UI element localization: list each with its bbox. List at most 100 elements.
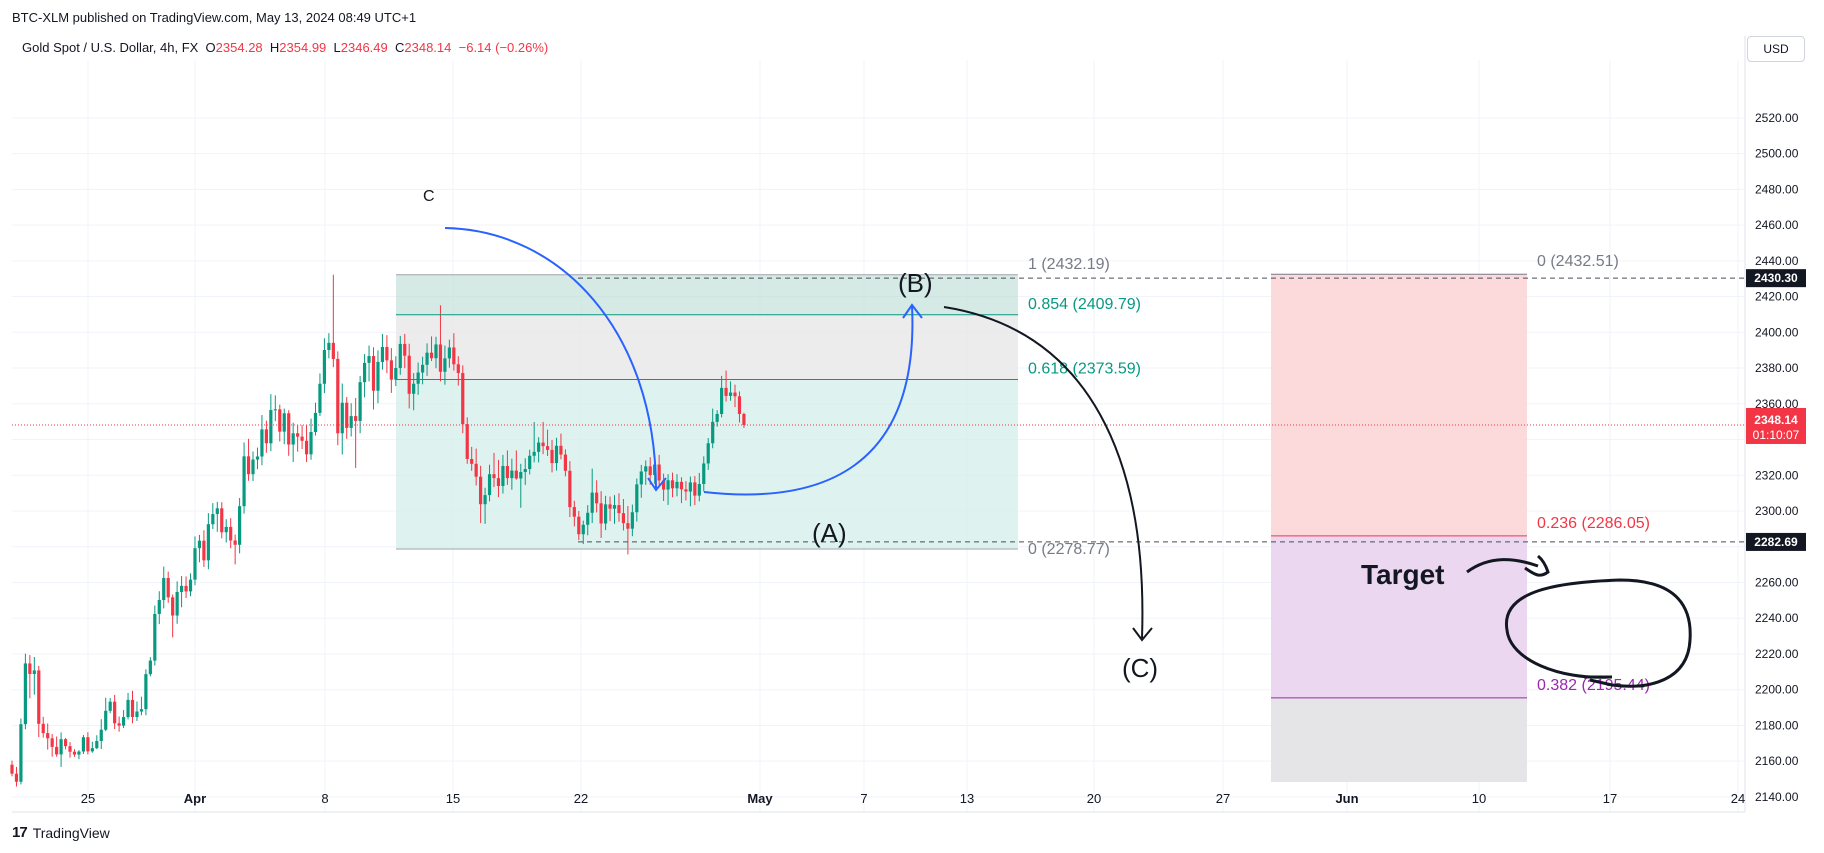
candle [229,518,233,549]
candle [385,335,389,374]
candle [603,495,608,531]
candle [528,449,532,475]
candle [559,433,563,460]
candle-body [554,445,559,464]
candle-body [23,663,27,725]
candle-body [492,474,496,479]
wave-label-c: C [423,188,435,205]
candle [171,594,175,638]
candle [742,412,746,428]
candle-body [72,751,77,755]
blue-arrow-up-curve [703,304,914,496]
candle [309,418,313,460]
candle-body [648,466,652,476]
candle [474,448,478,486]
candle [523,458,527,485]
candle-body [273,409,277,411]
candle-body [425,352,429,365]
candle [193,536,197,586]
currency-button[interactable]: USD [1747,36,1805,62]
candle-body [523,469,527,473]
candle [340,383,344,455]
time-tick-label: Apr [184,791,206,806]
candle [492,452,496,488]
price-marker [1746,532,1806,551]
candle [130,690,135,724]
candle-body [461,373,465,425]
candle-body [720,387,724,414]
candle [166,571,170,603]
candle [550,440,554,473]
candle-body [117,723,121,726]
candle-body [345,402,349,428]
ohlc-close: 2348.14 [404,40,452,55]
candle [425,343,429,376]
candle [394,356,398,387]
candle [318,373,322,416]
candle [479,465,483,524]
fib-ext-level-label: 0 (2432.51) [1537,253,1619,270]
candle-body [331,342,335,359]
candle [501,454,505,494]
time-tick-label: Jun [1335,791,1358,806]
candle-body [412,383,416,394]
candle [456,356,460,386]
candle-body [470,458,474,464]
black-arrow-curve [943,306,1144,639]
drawings-foreground: 1 (2432.19) 0.854 (2409.79) 0.618 (2373.59… [12,188,1745,699]
candle [121,710,126,729]
candle-body [675,481,679,489]
candle-body [737,396,742,414]
candle-body [238,506,242,545]
candle-body [287,413,291,445]
candle-body [403,343,407,356]
price-tick-label: 2400.00 [1755,325,1799,339]
candle [139,696,144,716]
price-tick-label: 2520.00 [1755,111,1799,125]
candle-body [639,471,643,485]
candle [510,458,514,490]
candle-body [568,470,572,508]
wave-label-b: (B) [898,268,933,298]
candle [260,415,264,466]
time-tick-label: 17 [1603,791,1617,806]
candle [733,384,737,408]
candle-body [251,459,255,475]
candle [331,274,335,368]
bar-countdown-label: 01:10:07 [1753,428,1800,442]
target-arrow-stroke [1466,558,1539,574]
candle [179,576,184,608]
candle [108,698,112,714]
candle [376,350,380,404]
candle-body [376,361,380,391]
candle-body [501,465,505,486]
blue-arrow-up-head [902,303,923,319]
candle [644,460,648,485]
time-tick-label: 27 [1216,791,1230,806]
candle [577,511,581,541]
candle-body [635,484,639,513]
candle-body [617,505,621,514]
candle [184,576,188,599]
candle [720,375,724,418]
candle-body [99,729,103,741]
ohlc-high-label: H [269,40,280,55]
candle [670,472,675,498]
price-tick-label: 2260.00 [1755,575,1799,589]
candle-body [157,599,161,614]
tradingview-brand[interactable]: 17 TradingView [12,824,110,841]
time-tick-label: 13 [960,791,974,806]
candle-body [260,429,264,457]
candle [37,665,41,738]
candle-body [188,579,193,592]
candle-body [171,597,175,616]
candle-body [327,342,331,350]
candle [666,474,670,505]
candle-body [532,451,536,456]
candle-body [264,429,268,444]
candle-body [711,421,715,444]
candle [416,362,420,395]
candle-body [608,504,612,509]
time-tick-label: 24 [1731,791,1745,806]
